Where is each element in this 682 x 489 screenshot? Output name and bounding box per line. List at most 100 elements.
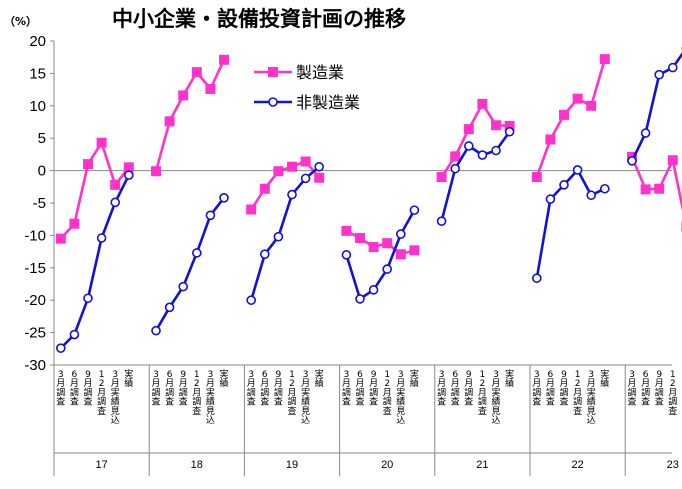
y-tick-label: -15 [24, 260, 46, 277]
y-tick-label: -20 [24, 292, 46, 309]
y-tick-label: 10 [29, 98, 46, 115]
data-point [355, 232, 365, 243]
data-point [531, 172, 542, 183]
x-tick-label: 6 月調査 [70, 370, 79, 408]
series-line [440, 130, 511, 222]
x-tick-label: 3 月実績見込 [587, 370, 596, 426]
data-point [219, 54, 229, 65]
x-tick-label: 3 月実績見込 [111, 370, 120, 426]
series-line [630, 156, 682, 212]
x-tick-label: 6 月調査 [165, 370, 174, 408]
x-tick-label: 3 月調査 [247, 370, 256, 408]
data-point [259, 249, 270, 259]
data-point [545, 134, 556, 145]
series-0 [55, 54, 682, 260]
y-tick-label: 20 [29, 33, 46, 50]
x-tick-label: 3 月調査 [56, 370, 65, 408]
x-tick-label: 3 月調査 [437, 370, 446, 408]
data-point [586, 190, 597, 201]
x-tick-label: 9 月調査 [369, 370, 378, 408]
data-point [341, 250, 352, 260]
x-tick-label: 3 月実績見込 [206, 370, 215, 426]
data-point [96, 137, 107, 148]
data-point [545, 194, 556, 204]
x-tick-label: 実績 [219, 368, 228, 389]
data-point [559, 109, 569, 120]
x-tick-label: 9 月調査 [83, 370, 92, 408]
data-point [314, 161, 325, 172]
x-tick-label: 9 月調査 [179, 370, 188, 408]
axes [53, 41, 672, 366]
data-point [450, 163, 461, 174]
x-tick-label: 3 月実績見込 [491, 370, 500, 426]
x-tick-label: 1 2 月調査 [383, 370, 392, 417]
x-tick-label: 3 月調査 [532, 370, 541, 408]
data-point [491, 145, 501, 156]
data-point [395, 249, 406, 260]
data-point [436, 172, 447, 183]
legend-label-manufacturing: 製造業 [296, 63, 344, 82]
series-layer [55, 46, 682, 353]
year-label: 20 [381, 459, 393, 471]
data-point [382, 238, 393, 249]
data-point [246, 204, 257, 215]
data-point [151, 325, 161, 336]
data-point [640, 184, 651, 195]
y-tick-label: 0 [38, 163, 46, 180]
year-label: 18 [191, 459, 203, 471]
data-point [368, 285, 379, 295]
series-line [535, 168, 606, 279]
y-tick-label: -25 [24, 325, 46, 342]
x-tick-label: 9 月調査 [655, 370, 664, 408]
data-point [192, 248, 202, 258]
x-tick-label: 1 2 月調査 [573, 370, 582, 417]
data-point [83, 293, 93, 304]
data-point [395, 229, 406, 239]
x-tick-label: 実績 [315, 368, 324, 389]
y-tick-label: 15 [29, 65, 46, 82]
x-tick-label: 3 月調査 [151, 370, 160, 408]
data-point [572, 93, 583, 104]
data-point [572, 165, 583, 175]
data-point [477, 150, 488, 160]
data-point [178, 90, 189, 101]
x-tick-label: 1 2 月調査 [97, 370, 106, 417]
data-point [450, 151, 461, 162]
data-point [586, 100, 597, 111]
x-tick-label: 1 2 月調査 [192, 370, 201, 417]
legend-marker-nonmanufacturing [268, 97, 278, 107]
series-line [535, 58, 607, 178]
x-tick-label: 実績 [505, 368, 514, 389]
x-tick-label: 3 月実績見込 [301, 370, 310, 426]
y-tick-label: -10 [24, 227, 46, 244]
x-tick-label: 6 月調査 [641, 370, 650, 408]
data-point [355, 294, 365, 304]
x-tick-label: 3 月実績見込 [396, 370, 405, 426]
data-point [164, 116, 175, 127]
x-tick-label: 3 月調査 [627, 370, 636, 408]
data-point [463, 141, 474, 151]
data-point [654, 69, 665, 80]
legend-label-nonmanufacturing: 非製造業 [296, 93, 360, 112]
y-tick-label: -30 [24, 357, 46, 374]
data-point [178, 281, 188, 292]
x-tick-label: 実績 [600, 368, 609, 389]
x-tick-label: 3 月調査 [342, 370, 351, 408]
data-point [246, 295, 256, 306]
data-point [491, 120, 501, 131]
year-label: 23 [667, 459, 679, 471]
data-point [110, 197, 120, 208]
data-point [124, 170, 134, 180]
data-point [273, 231, 284, 242]
data-point [504, 120, 515, 131]
data-point [667, 62, 678, 73]
data-point [55, 233, 66, 244]
data-point [259, 183, 270, 194]
data-point [110, 179, 121, 190]
data-point [219, 193, 229, 203]
data-point [300, 156, 311, 167]
x-tick-label: 1 2 月調査 [478, 370, 487, 417]
y-tick-label: 5 [38, 130, 46, 147]
